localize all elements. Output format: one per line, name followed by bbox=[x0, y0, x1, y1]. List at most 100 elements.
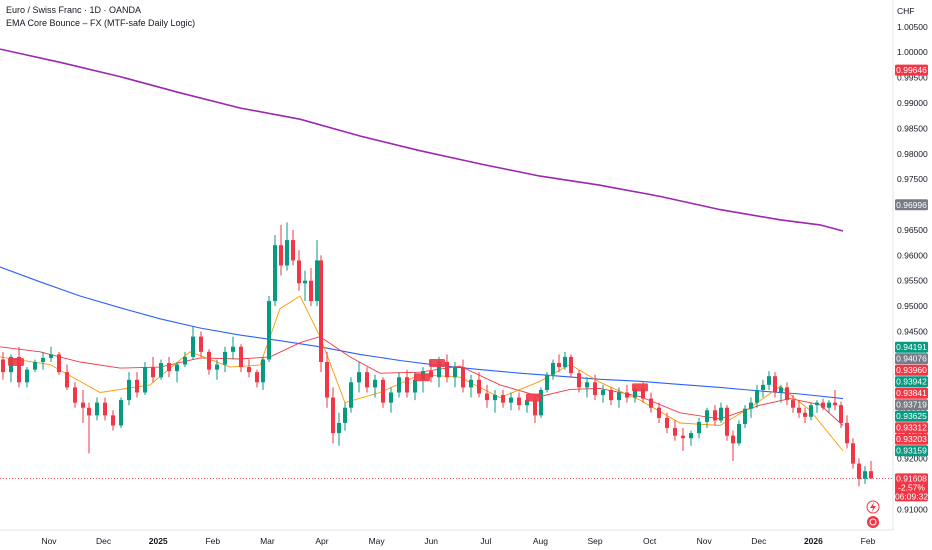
candle-body bbox=[509, 397, 513, 403]
candle-body bbox=[279, 245, 283, 266]
candle-body bbox=[809, 405, 813, 417]
x-tick-label: Dec bbox=[751, 536, 767, 546]
alert-icon[interactable] bbox=[866, 500, 880, 514]
candle-body bbox=[749, 402, 753, 409]
x-tick-label: Nov bbox=[697, 536, 713, 546]
candle-body bbox=[453, 367, 457, 378]
candle-body bbox=[839, 405, 843, 423]
x-tick-label: Jun bbox=[424, 536, 438, 546]
signal-marker bbox=[429, 359, 445, 368]
candle-body bbox=[713, 410, 717, 421]
candle-body bbox=[95, 402, 99, 416]
price-tag bbox=[895, 341, 928, 353]
candle-body bbox=[159, 363, 163, 378]
indicator-name: EMA Core Bounce – FX (MTF-safe Daily Log… bbox=[6, 18, 196, 28]
signal-icon[interactable] bbox=[867, 516, 879, 528]
candle-body bbox=[569, 356, 573, 374]
candle-body bbox=[57, 354, 61, 373]
x-tick-label: Oct bbox=[643, 536, 657, 546]
candle-body bbox=[247, 367, 251, 373]
candle-body bbox=[87, 407, 91, 416]
candle-body bbox=[761, 384, 765, 390]
signal-marker bbox=[632, 383, 648, 392]
price-tag-label: 0.93159 bbox=[896, 446, 927, 456]
candle-body bbox=[119, 400, 123, 426]
y-tick-label: 1.00000 bbox=[897, 47, 928, 57]
candle-body bbox=[869, 471, 873, 479]
candle-body bbox=[791, 400, 795, 408]
x-tick-label: Nov bbox=[41, 536, 57, 546]
x-tick-label: Apr bbox=[315, 536, 328, 546]
candle-body bbox=[705, 410, 709, 422]
candle-body bbox=[255, 372, 259, 383]
candle-body bbox=[485, 393, 489, 401]
y-tick-label: 0.96000 bbox=[897, 250, 928, 260]
candle-body bbox=[563, 356, 567, 368]
candle-body bbox=[601, 389, 605, 396]
candle-body bbox=[167, 363, 171, 372]
candle-body bbox=[803, 412, 807, 417]
ema-long-line bbox=[0, 48, 844, 232]
candle-body bbox=[641, 388, 645, 399]
last-price-box bbox=[895, 473, 928, 502]
price-tag bbox=[895, 422, 928, 434]
x-tick-label: Dec bbox=[96, 536, 112, 546]
price-tag-label: 0.94191 bbox=[896, 342, 927, 352]
candle-body bbox=[381, 379, 385, 403]
candle-body bbox=[827, 402, 831, 408]
candle-body bbox=[617, 392, 621, 401]
y-tick-label: 0.95500 bbox=[897, 276, 928, 286]
candle-body bbox=[325, 362, 329, 398]
price-tag-label: 0.93719 bbox=[896, 400, 927, 410]
price-tag bbox=[895, 364, 928, 376]
price-tag-label: 0.93625 bbox=[896, 411, 927, 421]
x-tick-label: Feb bbox=[861, 536, 876, 546]
candle-body bbox=[785, 387, 789, 401]
price-tag bbox=[895, 199, 928, 211]
price-tag bbox=[895, 64, 928, 76]
candle-body bbox=[477, 379, 481, 394]
candle-body bbox=[681, 435, 685, 439]
candle-body bbox=[25, 369, 29, 383]
signal-marker bbox=[414, 373, 430, 382]
candle-body bbox=[183, 356, 187, 365]
x-tick-label: Sep bbox=[587, 536, 602, 546]
candle-body bbox=[857, 463, 861, 479]
candle-body bbox=[533, 400, 537, 416]
y-tick-label: 0.96500 bbox=[897, 225, 928, 235]
candle-body bbox=[81, 402, 85, 408]
candle-body bbox=[501, 395, 505, 403]
x-tick-label: May bbox=[369, 536, 386, 546]
price-tag-label: 0.93312 bbox=[896, 423, 927, 433]
candle-body bbox=[127, 379, 131, 401]
candle-body bbox=[755, 389, 759, 403]
y-tick-label: 0.91000 bbox=[897, 504, 928, 514]
candle-body bbox=[577, 373, 581, 388]
candle-body bbox=[743, 408, 747, 424]
candle-body bbox=[525, 400, 529, 406]
price-tag-label: 0.93960 bbox=[896, 365, 927, 375]
y-tick-label: 0.98500 bbox=[897, 123, 928, 133]
candle-body bbox=[337, 422, 341, 434]
candle-body bbox=[609, 389, 613, 401]
candle-body bbox=[797, 407, 801, 413]
candle-body bbox=[719, 407, 723, 421]
y-tick-label: 0.95000 bbox=[897, 301, 928, 311]
currency-label: CHF bbox=[897, 6, 914, 16]
candle-body bbox=[175, 364, 179, 372]
ema-mid-line bbox=[0, 266, 844, 400]
x-tick-label: Mar bbox=[260, 536, 275, 546]
candle-body bbox=[33, 362, 37, 370]
price-tag-label: 0.99646 bbox=[896, 65, 927, 75]
candle-body bbox=[135, 379, 139, 393]
candle-body bbox=[779, 387, 783, 393]
candle-body bbox=[331, 397, 335, 434]
candle-body bbox=[851, 443, 855, 464]
x-tick-label: 2025 bbox=[149, 536, 168, 546]
candle-body bbox=[517, 397, 521, 406]
candle-body bbox=[845, 422, 849, 444]
candle-body bbox=[437, 362, 441, 378]
candle-body bbox=[815, 402, 819, 406]
